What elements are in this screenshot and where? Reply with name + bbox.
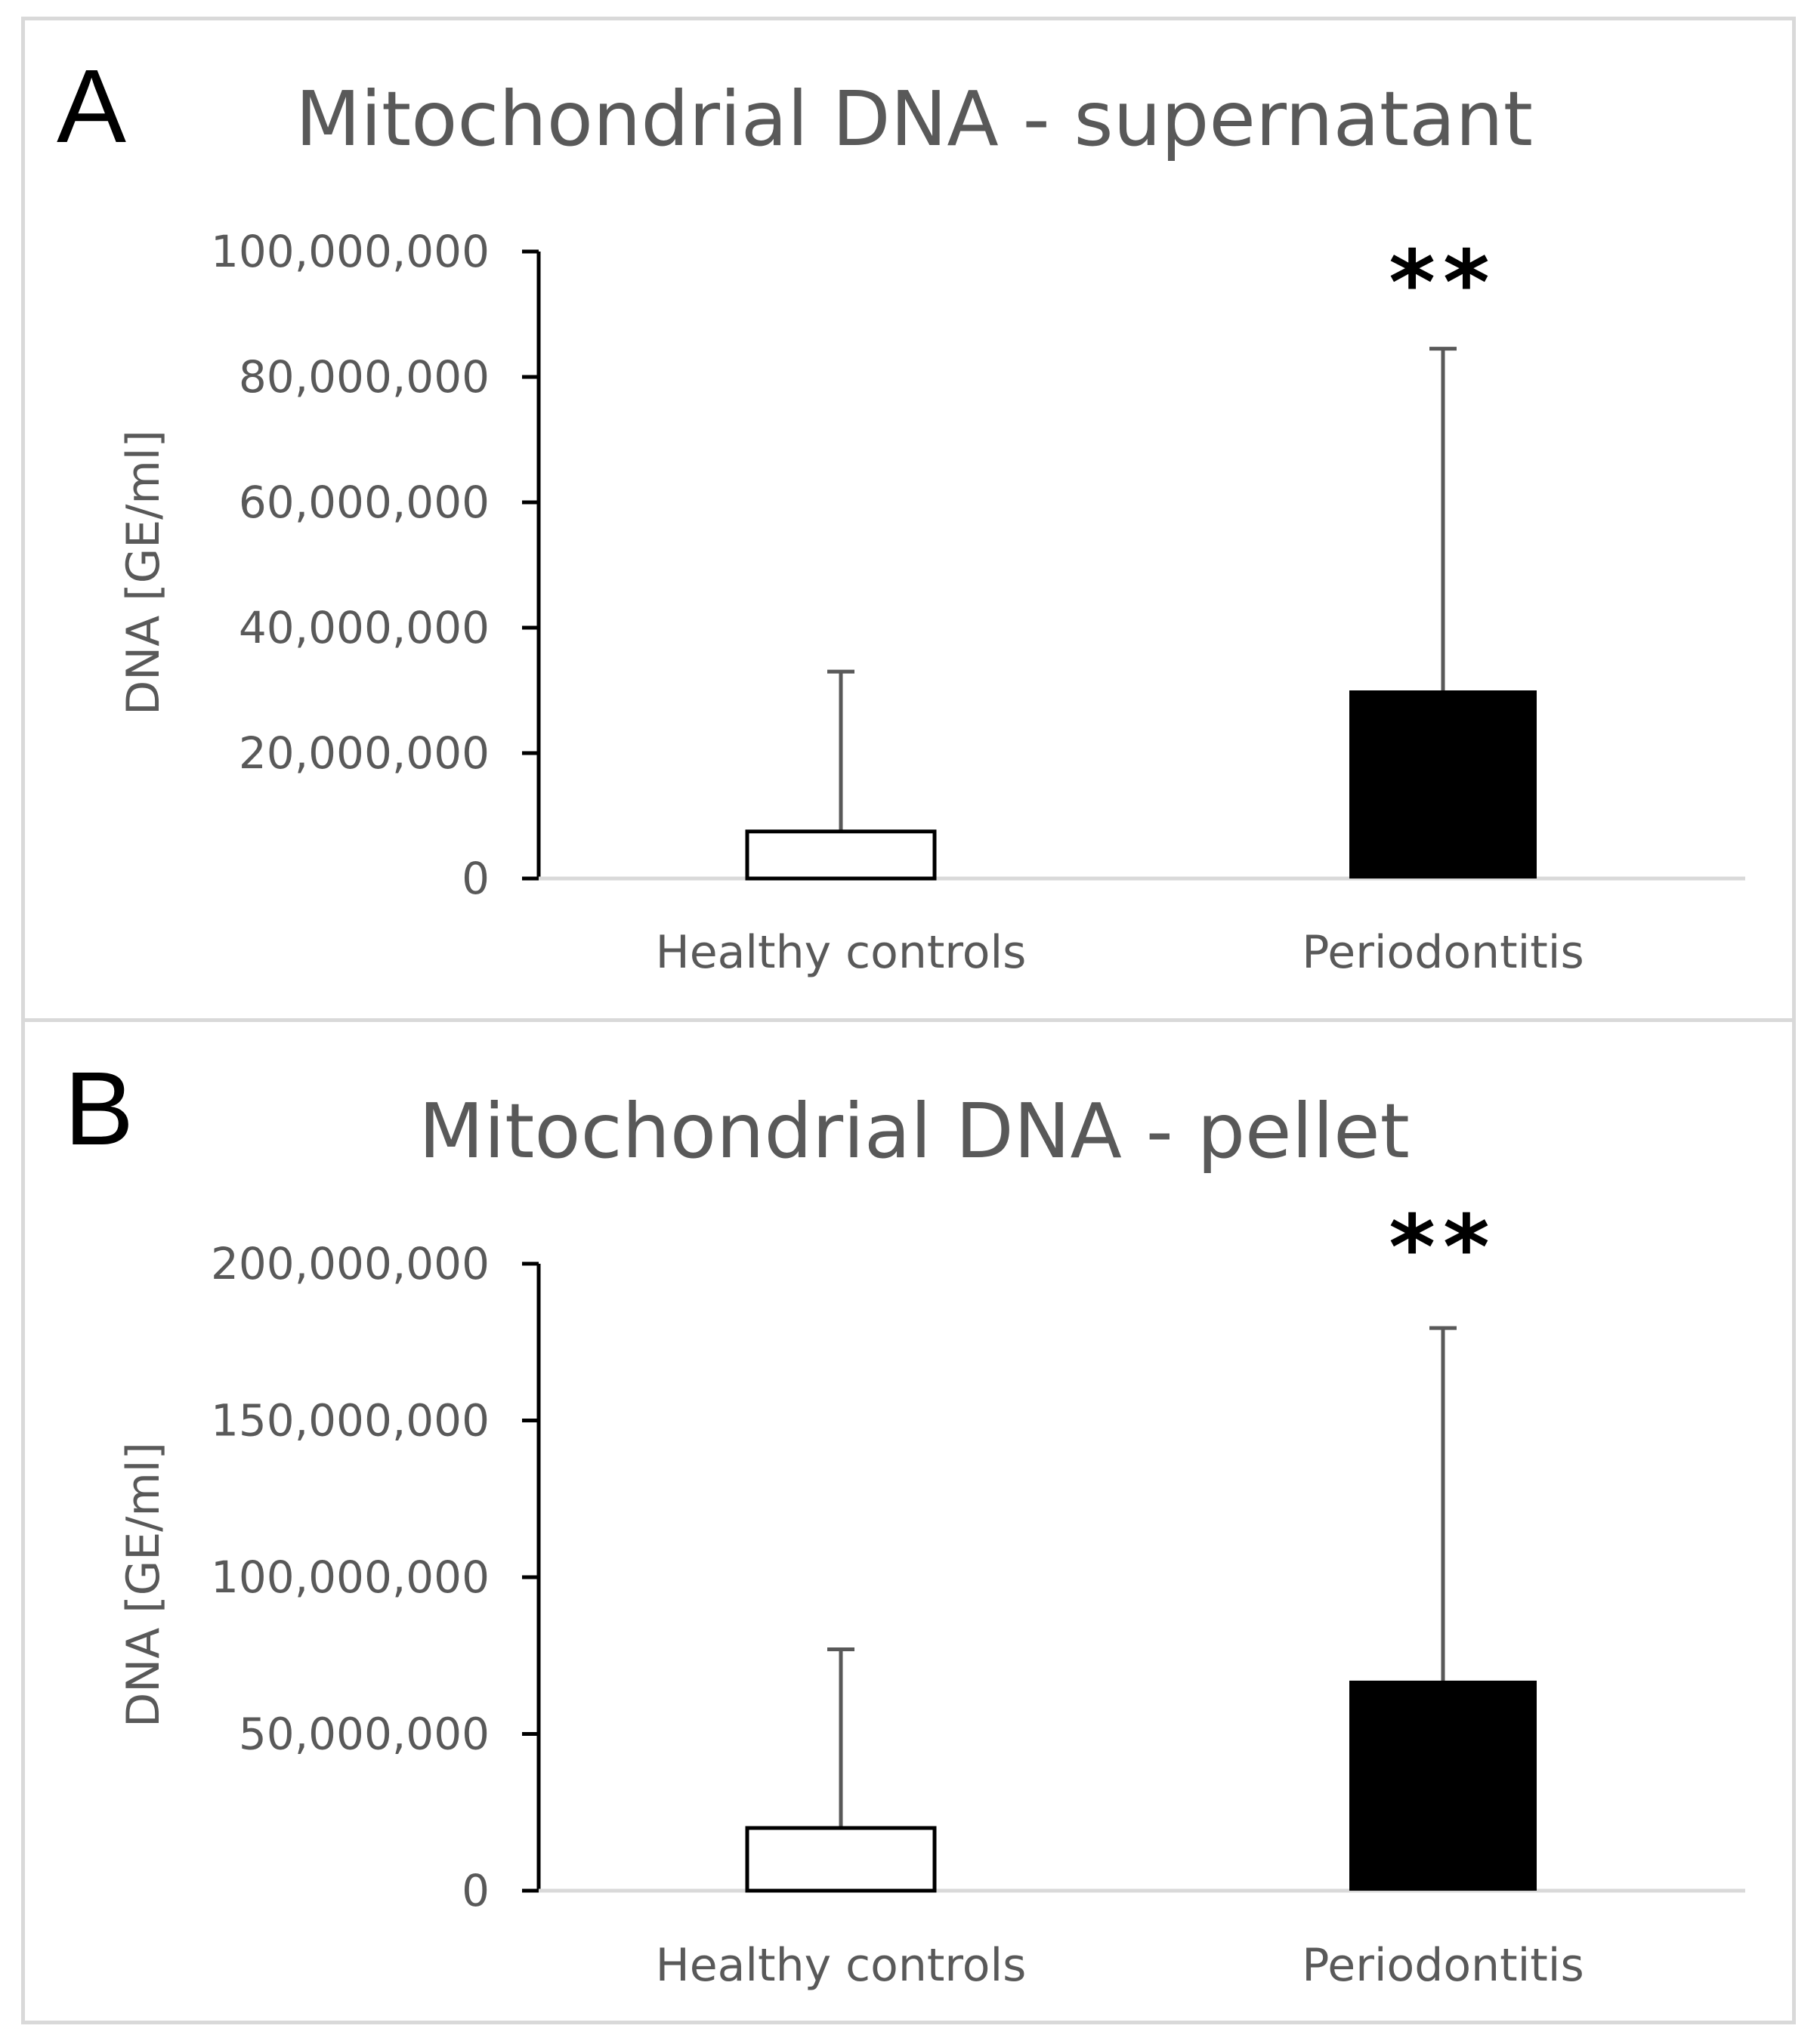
y-tick-label: 200,000,000: [211, 1238, 490, 1289]
y-axis-title: DNA [GE/ml]: [117, 430, 170, 715]
x-category-label: Periodontitis: [1302, 926, 1584, 979]
y-tick-label: 50,000,000: [239, 1709, 490, 1760]
significance-marker: **: [1389, 1195, 1497, 1299]
x-category-label: Periodontitis: [1302, 1939, 1584, 1992]
y-tick-label: 80,000,000: [239, 351, 490, 403]
y-tick-label: 40,000,000: [239, 602, 490, 653]
chart-panel-a: A Mitochondrial DNA - supernatant 0 20,000,…: [57, 48, 1745, 979]
y-tick-label: 100,000,000: [211, 226, 490, 277]
y-tick-label: 60,000,000: [239, 477, 490, 528]
y-tick-label: 100,000,000: [211, 1552, 490, 1603]
x-category-label: Healthy controls: [656, 926, 1027, 979]
significance-marker: **: [1389, 230, 1497, 335]
y-tick-label: 0: [462, 853, 490, 904]
bar-healthy-controls: [745, 829, 937, 881]
bar-healthy-controls: [745, 1826, 937, 1893]
chart-panel-b: B Mitochondrial DNA - pellet 0 50,000,000 10…: [64, 1051, 1745, 1992]
y-axis-title: DNA [GE/ml]: [117, 1442, 170, 1728]
y-tick-label: 150,000,000: [211, 1395, 490, 1447]
x-category-label: Healthy controls: [656, 1939, 1027, 1992]
panel-letter: B: [64, 1051, 134, 1167]
bar-periodontitis: [1349, 1680, 1537, 1891]
bar-periodontitis: [1349, 690, 1537, 878]
chart-title: Mitochondrial DNA - pellet: [419, 1087, 1410, 1175]
y-tick-label: 20,000,000: [239, 727, 490, 779]
panel-letter: A: [57, 48, 126, 165]
chart-title: Mitochondrial DNA - supernatant: [295, 75, 1533, 163]
y-tick-label: 0: [462, 1865, 490, 1916]
